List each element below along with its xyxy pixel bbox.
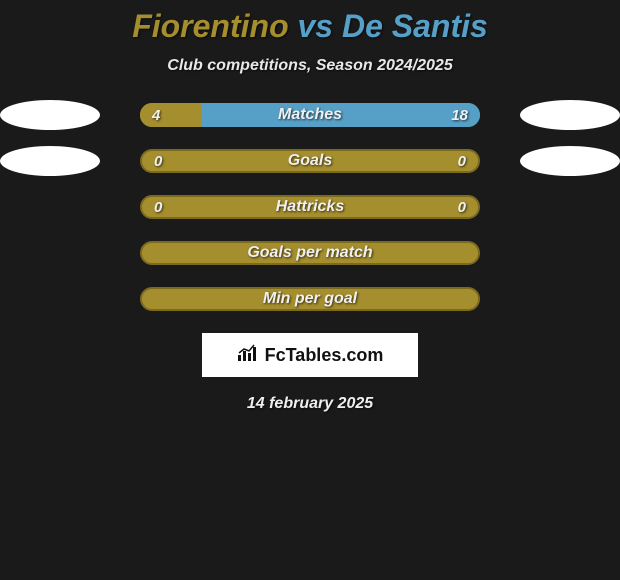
team-a-name: Fiorentino bbox=[132, 8, 288, 44]
brand-text: FcTables.com bbox=[265, 345, 384, 366]
stat-value-team-a: 4 bbox=[152, 103, 160, 127]
stat-value-team-a: 0 bbox=[154, 197, 162, 217]
team-b-avatar bbox=[520, 146, 620, 176]
avatar-spacer bbox=[520, 192, 620, 222]
avatar-spacer bbox=[0, 284, 100, 314]
stat-bar: Goals per match bbox=[140, 241, 480, 265]
stat-row: Goals0 0 bbox=[0, 149, 620, 173]
stat-row: Min per goal bbox=[0, 287, 620, 311]
stat-value-team-b: 0 bbox=[458, 151, 466, 171]
team-b-name: De Santis bbox=[342, 8, 488, 44]
avatar-spacer bbox=[520, 238, 620, 268]
avatar-spacer bbox=[520, 284, 620, 314]
brand-badge: FcTables.com bbox=[202, 333, 418, 377]
stats-region: Matches418Goals00Hattricks00Goals per ma… bbox=[0, 103, 620, 311]
stat-label: Hattricks bbox=[142, 197, 478, 217]
stat-bar: Hattricks0 0 bbox=[140, 195, 480, 219]
comparison-card: Fiorentino vs De Santis Club competition… bbox=[0, 0, 620, 413]
subtitle: Club competitions, Season 2024/2025 bbox=[0, 57, 620, 75]
stat-label: Goals per match bbox=[142, 243, 478, 263]
stat-row: Goals per match bbox=[0, 241, 620, 265]
stat-value-team-b: 18 bbox=[451, 103, 468, 127]
stat-label: Matches bbox=[140, 103, 480, 127]
stat-value-team-a: 0 bbox=[154, 151, 162, 171]
avatar-spacer bbox=[0, 192, 100, 222]
stat-label: Min per goal bbox=[142, 289, 478, 309]
team-b-avatar bbox=[520, 100, 620, 130]
avatar-spacer bbox=[0, 238, 100, 268]
stat-row: Matches4 18 bbox=[0, 103, 620, 127]
brand-chart-icon bbox=[237, 344, 259, 367]
team-a-avatar bbox=[0, 146, 100, 176]
stat-value-team-b: 0 bbox=[458, 197, 466, 217]
page-title: Fiorentino vs De Santis bbox=[0, 8, 620, 45]
team-a-avatar bbox=[0, 100, 100, 130]
date-text: 14 february 2025 bbox=[0, 395, 620, 413]
stat-bar: Goals0 0 bbox=[140, 149, 480, 173]
title-vs: vs bbox=[289, 8, 342, 44]
stat-bar: Matches4 18 bbox=[140, 103, 480, 127]
stat-row: Hattricks0 0 bbox=[0, 195, 620, 219]
stat-label: Goals bbox=[142, 151, 478, 171]
stat-bar: Min per goal bbox=[140, 287, 480, 311]
